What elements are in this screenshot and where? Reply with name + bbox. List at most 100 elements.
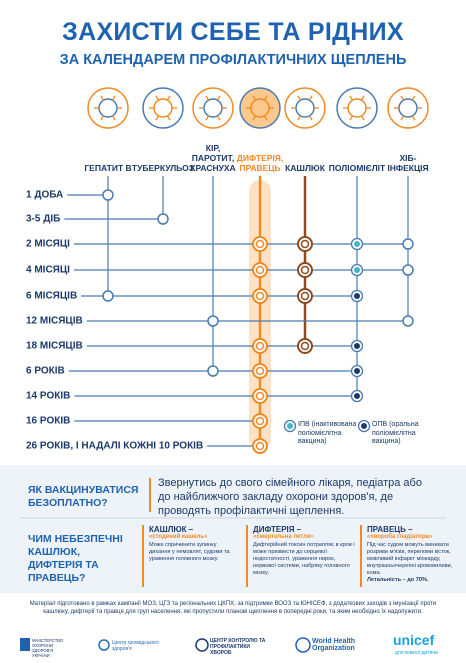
title: ЗАХИСТИ СЕБЕ ТА РІДНИХ [62,18,404,46]
dose-dot [102,290,114,302]
icon-spike [252,95,257,101]
card-nickname: «хвороба гладіатора» [367,534,433,540]
age-label: 26 РОКІВ, І НАДАЛІ КОЖНІ 10 РОКІВ [26,440,204,452]
age-label: 3-5 ДІБ [26,213,61,225]
dose-dot [297,262,313,278]
danger-question: ЧИМ НЕБЕЗПЕЧНІ КАШЛЮК, ДИФТЕРІЯ ТА ПРАВЕ… [28,533,123,584]
icon-spike [297,95,302,101]
age-label: 18 МІСЯЦІВ [26,340,83,352]
free-question: ЯК ВАКЦИНУВАТИСЯ БЕЗОПЛАТНО? [28,484,139,509]
age-label: 1 ДОБА [26,189,64,201]
icon-spike [400,95,405,101]
dose-dot [402,238,414,250]
dose-dot-core [255,239,265,249]
age-label: 4 МІСЯЦІ [26,264,70,276]
icon-spike [205,115,210,121]
icon-spike [297,115,302,121]
legend-ipv: ІПВ (інактивована поліомієлітна вакцина) [298,421,357,445]
card-emphasis: Летальність – до 70%. [367,577,429,583]
logo-unicef: unicef [393,632,435,648]
icon-spike [111,115,116,121]
logo-who: World Health Organization [312,638,356,652]
icon-spike [166,115,171,121]
vaccine-label: ТУБЕРКУЛЬОЗ [131,163,195,173]
icon-spike [349,115,354,121]
dose-dot-core [255,341,265,351]
age-label: 14 РОКІВ [26,390,71,402]
info-band [0,465,466,593]
age-label: 6 МІСЯЦІВ [26,290,78,302]
dose-dot [207,315,219,327]
icon-spike [100,95,105,101]
logo-mark [20,638,30,651]
icon-spike [263,95,268,101]
dose-dot-core [361,423,367,429]
card-name: КАШЛЮК – [149,525,194,534]
icon-spike [205,95,210,101]
dose-dot-core [300,291,310,301]
dose-dot-core [255,265,265,275]
card-nickname: «смертельна петля» [253,534,314,540]
card: КАШЛЮК – «стодений кашель» Може спричини… [142,525,238,587]
icon-spike [252,115,257,121]
icon [336,87,378,129]
card: ПРАВЕЦЬ – «хвороба гладіатора» Під час с… [360,525,462,587]
dose-dot-core [354,343,360,349]
dose-dot [157,213,169,225]
icon [192,87,234,129]
logo-ckph: ЦЕНТР КОНТРОЛЮ ТА ПРОФІЛАКТИКИ ХВОРОБ [210,638,266,656]
vaccine-label: КАШЛЮК [285,163,325,173]
logo-mark [98,639,110,651]
dose-dot [402,264,414,276]
dose-dot-core [300,265,310,275]
vaccine-label: ГЕПАТИТ В [84,163,132,173]
dose-dot [252,388,268,404]
icon-spike [155,115,160,121]
dose-dot [252,236,268,252]
icon-spike [411,95,416,101]
dose-dot [102,189,114,201]
logo-mark [195,638,209,652]
icon-spike [155,95,160,101]
age-label: 2 МІСЯЦІ [26,238,70,250]
card-nickname: «стодений кашель» [149,534,208,540]
icon-spike [308,95,313,101]
vaccine-label: ПОЛІОМІЄЛІТ [328,163,386,173]
footer-note: Матеріал підготовано в рамках кампанії М… [29,601,437,615]
icon-spike [360,95,365,101]
icon [284,87,326,129]
card-text: Під час судом можуть виникати розриви м'… [367,542,453,576]
icon [87,87,129,129]
icon-spike [400,115,405,121]
logo-mark [295,637,311,653]
logo-unicef-tagline: для кожної дитини [395,650,438,656]
dose-dot-core [300,239,310,249]
logo-moz: МІНІСТЕРСТВО ОХОРОНИ ЗДОРОВ'Я УКРАЇНИ [32,638,64,658]
dose-dot [252,338,268,354]
card-text: Може спричинити зупинку дихання у немовл… [149,542,230,562]
vaccine-label: ДИФТЕРІЯ, ПРАВЕЦЬ [236,153,284,173]
dose-dot-core [255,441,265,451]
dose-dot-core [255,366,265,376]
dose-dot [252,438,268,454]
card-text: Дифтерійний токсин потрапляє в кров і мо… [253,542,355,576]
icon-spike [308,115,313,121]
dose-dot-core [255,416,265,426]
dose-dot-core [354,393,360,399]
dose-dot-core [255,391,265,401]
legend-opv: ОПВ (оральна поліомієлітна вакцина) [372,421,419,445]
dose-dot-core [354,241,360,247]
icon-spike [166,95,171,101]
dose-dot-core [354,267,360,273]
vaccine-label: КІР, ПАРОТИТ, КРАСНУХА [190,143,236,173]
icon-spike [216,95,221,101]
icon-spike [349,95,354,101]
age-label: 16 РОКІВ [26,415,71,427]
dose-dot-core [300,341,310,351]
icon [387,87,429,129]
icon [142,87,184,129]
card-name: ПРАВЕЦЬ – [367,525,413,534]
dose-dot [252,413,268,429]
